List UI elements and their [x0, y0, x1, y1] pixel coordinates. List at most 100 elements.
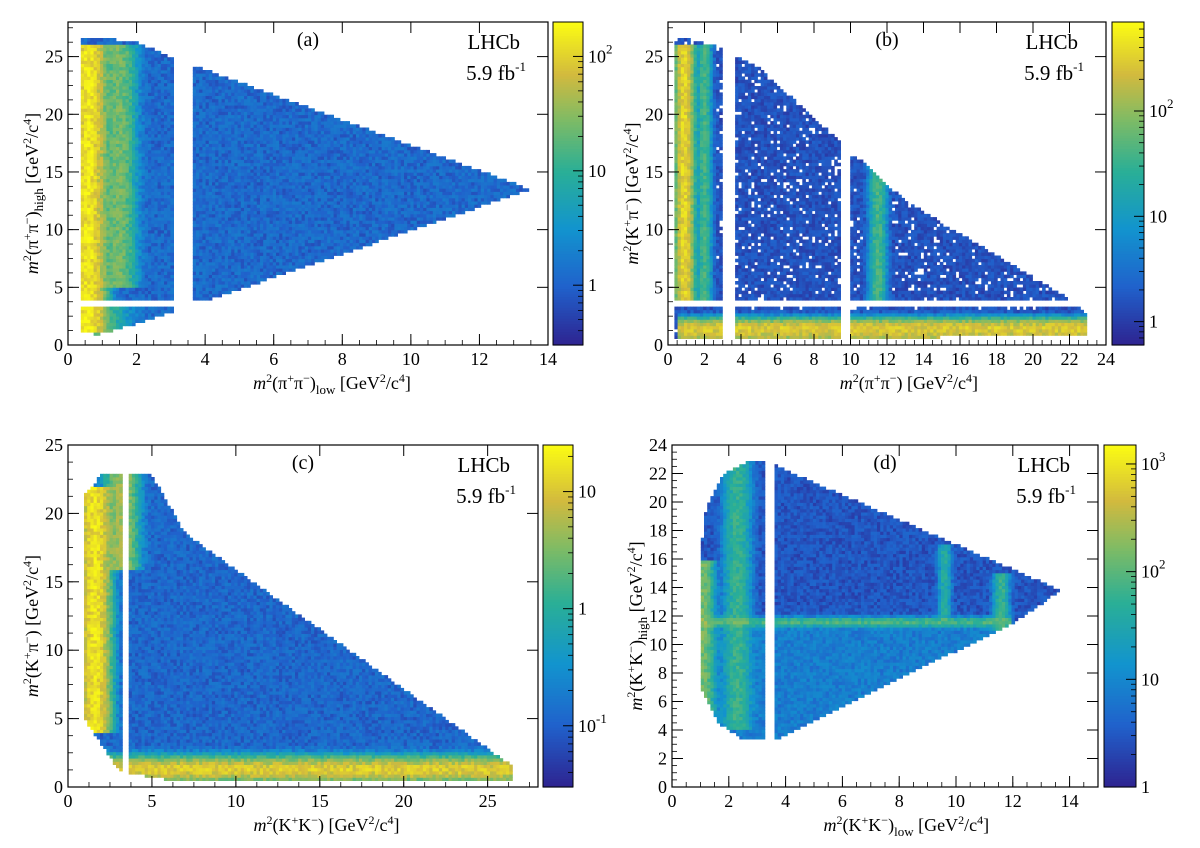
y-axis-label: m2(π+π−)high [GeV2/c4]: [20, 113, 46, 274]
heatmap-cells: [84, 473, 513, 781]
x-tick-label: 14: [1061, 791, 1079, 811]
panel-tag: (d): [873, 452, 896, 474]
colorbar: 102 10 1: [552, 21, 613, 346]
y-axis-label: m2(K+K−)high [GeV2/c4]: [624, 541, 650, 710]
x-tick-label: 10: [947, 791, 965, 811]
colorbar: 102 10 1: [1111, 21, 1174, 346]
y-tick-label: 14: [649, 578, 667, 598]
y-tick-label: 10: [649, 635, 667, 655]
x-tick-label: 4: [781, 791, 790, 811]
y-tick-label: 5: [54, 709, 63, 729]
x-tick-label: 4: [737, 349, 746, 369]
x-tick-label: 25: [479, 791, 497, 811]
y-tick-label: 10: [645, 220, 663, 240]
colorbar-tick-label: 1: [1141, 777, 1150, 797]
luminosity-label: 5.9 fb-1: [456, 482, 516, 508]
y-tick-label: 15: [645, 162, 663, 182]
y-axis-label: m2(K+π−) [GeV2/c4]: [620, 122, 643, 264]
y-tick-label: 4: [658, 720, 667, 740]
colorbar-tick-label: 10: [1141, 669, 1159, 689]
x-axis-label: m2(π+π−)low [GeV2/c4]: [253, 371, 411, 397]
y-tick-label: 5: [54, 277, 63, 297]
panel-c: 0 5 10 15 20 25 0 5 10 15 20 25 m2(K+K−) [GeV2/c4] m2…: [20, 435, 607, 836]
y-tick-label: 0: [54, 335, 63, 355]
heatmap-cells: [674, 38, 1088, 339]
y-tick-label: 24: [649, 435, 667, 455]
heatmap-cells: [80, 38, 530, 336]
x-tick-label: 6: [269, 349, 278, 369]
x-tick-label: 12: [470, 349, 488, 369]
panel-a: 0 2 4 6 8 10 12 14 0 5 10 15 20 25 m2(π+π−)low [GeV2/c…: [20, 21, 613, 397]
experiment-label: LHCb: [468, 30, 521, 54]
x-tick-label: 16: [951, 349, 969, 369]
y-tick-label: 8: [658, 663, 667, 683]
x-axis-label: m2(K+K−)low [GeV2/c4]: [824, 813, 990, 839]
x-tick-label: 0: [64, 349, 73, 369]
panel-d: 0 2 4 6 8 10 12 14024681012141618202224m2(K+K−)…: [624, 435, 1166, 839]
x-tick-label: 2: [132, 349, 141, 369]
y-tick-label: 20: [649, 492, 667, 512]
x-tick-label: 2: [700, 349, 709, 369]
x-tick-label: 6: [773, 349, 782, 369]
colorbar: 10 1 10-1: [542, 444, 607, 788]
colorbar-tick-label: 102: [588, 41, 613, 66]
panel-tag: (c): [292, 452, 314, 474]
x-tick-label: 0: [668, 791, 677, 811]
panel-tag: (a): [297, 29, 319, 51]
y-tick-label: 0: [54, 777, 63, 797]
y-tick-label: 10: [45, 220, 63, 240]
colorbar-tick-label: 102: [1141, 557, 1166, 582]
colorbar-tick-label: 10: [588, 161, 606, 181]
colorbar-tick-label: 1: [1149, 312, 1158, 332]
y-tick-label: 20: [645, 104, 663, 124]
x-tick-label: 4: [201, 349, 210, 369]
luminosity-label: 5.9 fb-1: [1016, 482, 1076, 508]
y-tick-label: 25: [45, 47, 63, 67]
x-tick-label: 0: [664, 349, 673, 369]
y-tick-label: 16: [649, 549, 667, 569]
y-tick-label: 20: [45, 104, 63, 124]
y-tick-label: 12: [649, 606, 667, 626]
y-tick-label: 2: [658, 749, 667, 769]
y-tick-label: 15: [45, 162, 63, 182]
y-tick-label: 22: [649, 464, 667, 484]
y-tick-label: 15: [45, 572, 63, 592]
y-tick-label: 0: [658, 777, 667, 797]
experiment-label: LHCb: [1026, 30, 1079, 54]
x-tick-label: 12: [878, 349, 896, 369]
y-axis-label: m2(K+π−) [GeV2/c4]: [20, 555, 43, 697]
colorbar-tick-label: 103: [1141, 449, 1166, 474]
colorbar-tick-label: 102: [1149, 96, 1174, 121]
panel-b: 0 2 4 6 8 10 12 14 16 18 20 22 240510152025m2(π+π−) …: [620, 21, 1174, 394]
x-tick-label: 24: [1097, 349, 1115, 369]
colorbar-tick-label: 10-1: [578, 711, 607, 736]
colorbar-tick-label: 10: [1149, 206, 1167, 226]
x-tick-label: 20: [1024, 349, 1042, 369]
x-tick-label: 6: [838, 791, 847, 811]
x-axis-label: m2(K+K−) [GeV2/c4]: [253, 813, 399, 836]
x-tick-label: 14: [539, 349, 557, 369]
panel-tag: (b): [875, 29, 898, 51]
experiment-label: LHCb: [458, 453, 511, 477]
y-tick-label: 20: [45, 503, 63, 523]
y-tick-label: 6: [658, 692, 667, 712]
x-tick-label: 2: [724, 791, 733, 811]
y-tick-label: 18: [649, 521, 667, 541]
x-tick-label: 8: [810, 349, 819, 369]
luminosity-label: 5.9 fb-1: [1024, 59, 1084, 85]
x-tick-label: 5: [147, 791, 156, 811]
colorbar-tick-label: 1: [578, 599, 587, 619]
x-tick-label: 12: [1004, 791, 1022, 811]
y-tick-label: 10: [45, 640, 63, 660]
y-tick-label: 25: [645, 47, 663, 67]
colorbar-tick-label: 1: [588, 275, 597, 295]
luminosity-label: 5.9 fb-1: [466, 59, 526, 85]
experiment-label: LHCb: [1018, 453, 1071, 477]
x-tick-label: 8: [338, 349, 347, 369]
colorbar-tick-label: 10: [578, 482, 596, 502]
y-tick-label: 5: [654, 277, 663, 297]
x-axis-label: m2(π+π−) [GeV2/c4]: [840, 371, 978, 394]
y-tick-label: 25: [45, 435, 63, 455]
